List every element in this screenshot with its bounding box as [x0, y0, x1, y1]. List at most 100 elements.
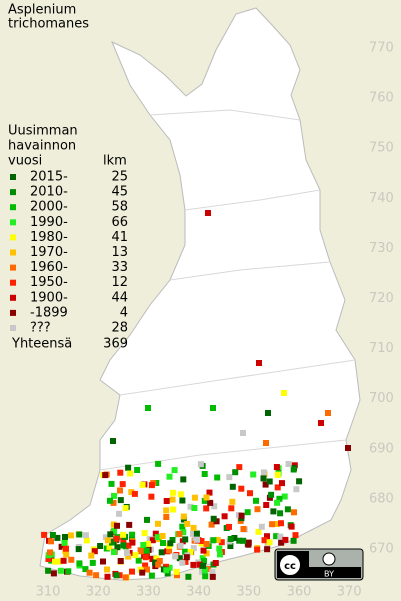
observation	[284, 506, 291, 513]
observation	[113, 535, 120, 542]
observation	[129, 539, 136, 546]
observation	[189, 530, 196, 537]
observation	[48, 555, 55, 562]
observation	[183, 554, 190, 561]
observation	[256, 360, 262, 366]
observation	[264, 546, 271, 553]
observation	[174, 572, 180, 579]
legend-label: 2015-	[30, 170, 68, 185]
observation	[206, 489, 213, 496]
observation	[265, 410, 271, 416]
legend-count: 25	[111, 170, 128, 185]
observation	[116, 510, 123, 517]
observation	[166, 473, 173, 480]
observation	[238, 485, 245, 492]
observation	[110, 499, 117, 506]
observation	[106, 544, 113, 551]
observation	[142, 562, 149, 569]
observation	[104, 566, 110, 573]
observation	[187, 549, 194, 555]
observation	[264, 533, 270, 540]
legend-label: 2010-	[30, 185, 68, 200]
observation	[318, 420, 324, 426]
observation	[139, 481, 146, 488]
cc-text: cc	[284, 561, 296, 572]
observation	[52, 558, 58, 565]
legend-swatch	[10, 309, 16, 316]
observation	[179, 523, 186, 530]
observation	[63, 545, 69, 552]
observation	[200, 562, 207, 569]
observation	[128, 489, 135, 496]
observation	[134, 467, 141, 473]
observation	[93, 572, 100, 579]
observation	[61, 540, 68, 546]
observation	[190, 524, 197, 531]
legend-count: 44	[111, 290, 128, 305]
observation	[169, 496, 176, 503]
observation	[254, 546, 261, 553]
observation	[182, 536, 189, 543]
observation	[290, 466, 297, 473]
observation	[182, 548, 189, 555]
by-text: BY	[324, 570, 334, 579]
observation	[148, 493, 155, 500]
observation	[197, 461, 204, 468]
y-grid-label: 690	[369, 441, 394, 456]
observation	[240, 526, 247, 532]
observation	[163, 514, 170, 520]
observation	[63, 551, 70, 558]
observation	[152, 530, 159, 537]
legend-heading: vuosi	[8, 154, 42, 169]
observation	[176, 530, 183, 537]
observation	[201, 497, 208, 504]
observation	[193, 530, 200, 537]
observation	[166, 547, 173, 554]
observation	[274, 499, 281, 506]
observation	[260, 475, 267, 482]
observation	[132, 552, 139, 559]
observation	[104, 537, 111, 544]
legend-label: 1900-	[30, 290, 68, 305]
observation	[82, 566, 89, 573]
x-grid-label: 310	[36, 585, 61, 600]
observation	[170, 506, 177, 513]
observation	[345, 445, 351, 451]
observation	[227, 536, 234, 542]
observation	[261, 537, 268, 544]
observation	[97, 543, 104, 549]
y-grid-label: 710	[369, 341, 394, 356]
observation	[263, 440, 269, 446]
observation	[68, 556, 75, 563]
observation	[210, 537, 217, 544]
title: Asplenium	[8, 3, 76, 18]
observation	[288, 523, 295, 530]
observation	[296, 478, 303, 485]
legend-label: -1899	[30, 305, 68, 320]
observation	[180, 476, 187, 483]
legend-heading: havainnon	[8, 139, 76, 154]
y-grid-label: 760	[369, 91, 394, 106]
observation	[214, 536, 221, 543]
observation	[173, 568, 180, 575]
observation	[240, 537, 247, 544]
x-grid-label: 350	[236, 585, 261, 600]
observation	[169, 537, 176, 543]
region-border	[119, 359, 356, 396]
observation	[244, 509, 251, 516]
observation	[205, 210, 211, 216]
observation	[120, 537, 127, 544]
observation	[290, 537, 297, 544]
observation	[236, 537, 243, 544]
observation	[60, 557, 67, 564]
observation	[45, 556, 52, 562]
legend-count: 28	[111, 321, 128, 336]
observation	[127, 470, 134, 477]
observation	[75, 546, 82, 553]
observation	[238, 512, 245, 519]
license-badge: cc BY	[274, 548, 364, 581]
observation	[131, 490, 138, 497]
observations	[41, 210, 351, 581]
x-grid-label: 360	[287, 585, 312, 600]
